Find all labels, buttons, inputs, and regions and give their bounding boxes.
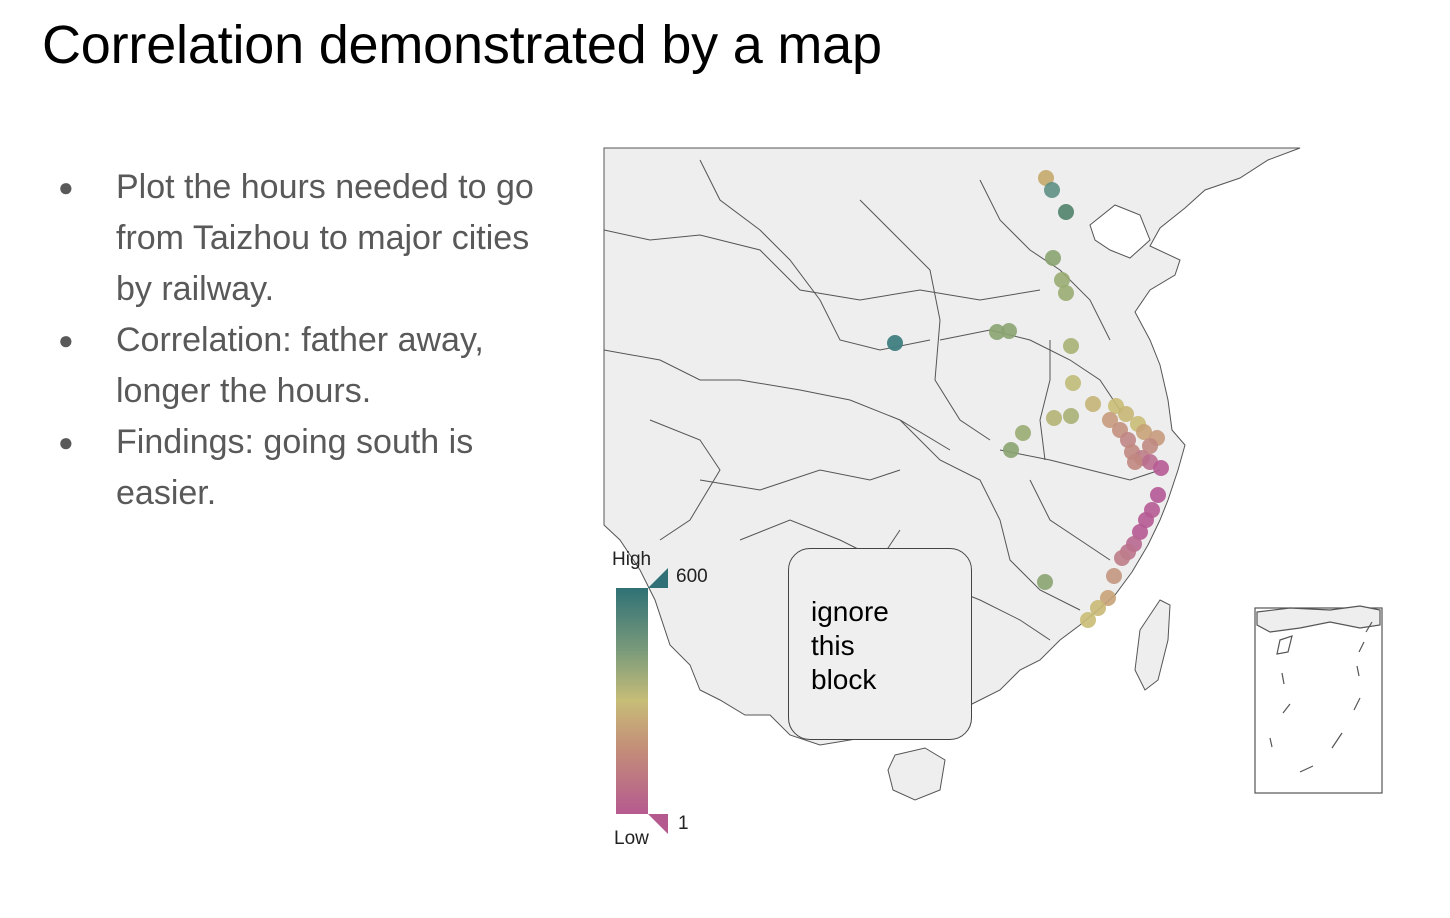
map-point bbox=[1106, 568, 1122, 584]
map-point bbox=[1065, 375, 1081, 391]
map-point bbox=[989, 324, 1005, 340]
map-point bbox=[1015, 425, 1031, 441]
bullet-list: ● Plot the hours needed to go from Taizho… bbox=[56, 162, 556, 519]
map-point bbox=[1080, 612, 1096, 628]
legend-color-bar bbox=[616, 588, 648, 814]
map-point bbox=[1054, 272, 1070, 288]
map-point bbox=[1127, 454, 1143, 470]
map-point bbox=[1153, 460, 1169, 476]
map-point bbox=[1136, 424, 1152, 440]
bullet-dot-icon: ● bbox=[58, 325, 74, 355]
map-taiwan bbox=[1134, 599, 1171, 691]
legend-max-value: 600 bbox=[676, 566, 708, 587]
map-point bbox=[1058, 285, 1074, 301]
map-point bbox=[1003, 442, 1019, 458]
bullet-dot-icon: ● bbox=[58, 172, 74, 202]
bullet-text: Plot the hours needed to go from Taizhou… bbox=[116, 168, 534, 308]
bullet-item: ● Plot the hours needed to go from Taizho… bbox=[56, 162, 556, 315]
legend-low-marker-icon bbox=[648, 814, 668, 834]
map-point bbox=[1090, 600, 1106, 616]
bullet-item: ● Findings: going south is easier. bbox=[56, 417, 556, 519]
map-point bbox=[1063, 408, 1079, 424]
map-point bbox=[1102, 412, 1118, 428]
map-point bbox=[1114, 550, 1130, 566]
map-inset-south-china-sea bbox=[1254, 605, 1383, 794]
bullet-item: ● Correlation: father away, longer the ho… bbox=[56, 315, 556, 417]
bullet-text: Correlation: father away, longer the hou… bbox=[116, 321, 484, 410]
map-point bbox=[1085, 396, 1101, 412]
bullet-text: Findings: going south is easier. bbox=[116, 423, 474, 512]
map-point bbox=[1046, 410, 1062, 426]
map-point bbox=[1063, 338, 1079, 354]
overlay-box: ignore this block bbox=[788, 548, 972, 740]
map-point bbox=[1142, 438, 1158, 454]
overlay-line: this bbox=[811, 630, 855, 661]
map-point bbox=[1038, 170, 1054, 186]
map-bohai-sea bbox=[1089, 204, 1151, 259]
map-point bbox=[1118, 406, 1134, 422]
map-point bbox=[1044, 182, 1060, 198]
map-point bbox=[1058, 204, 1074, 220]
map-point bbox=[1037, 574, 1053, 590]
map-point bbox=[1132, 524, 1148, 540]
map-point bbox=[1001, 323, 1017, 339]
map-point bbox=[1045, 250, 1061, 266]
legend-min-value: 1 bbox=[678, 813, 689, 834]
overlay-box-text: ignore this block bbox=[811, 595, 951, 697]
map-point bbox=[1150, 487, 1166, 503]
legend-low-label: Low bbox=[614, 828, 649, 849]
overlay-line: block bbox=[811, 664, 877, 695]
overlay-line: ignore bbox=[811, 596, 889, 627]
map-hainan bbox=[887, 747, 946, 801]
map-point bbox=[1100, 590, 1116, 606]
map-data-points bbox=[887, 170, 1169, 628]
legend-high-label: High bbox=[612, 549, 652, 570]
legend-high-marker-icon bbox=[648, 568, 668, 588]
map-point bbox=[887, 335, 903, 351]
slide-title: Correlation demonstrated by a map bbox=[42, 15, 882, 75]
bullet-dot-icon: ● bbox=[58, 427, 74, 457]
map-point bbox=[1138, 512, 1154, 528]
